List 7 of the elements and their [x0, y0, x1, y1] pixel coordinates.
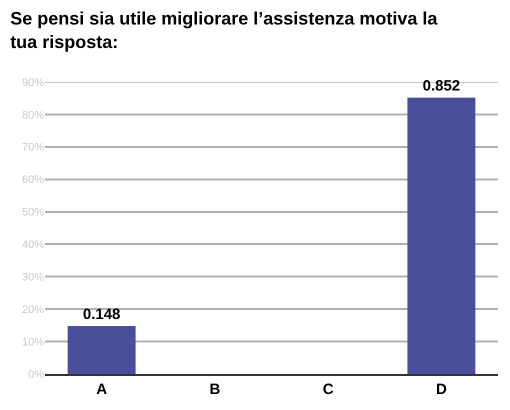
x-tick-label: A: [96, 381, 108, 398]
x-tick-label: C: [322, 381, 334, 398]
x-tick-label: D: [436, 381, 447, 398]
chart-title: Se pensi sia utile migliorare l’assistenza motiva la tua risposta:: [10, 8, 438, 52]
data-label: 0.852: [422, 78, 460, 95]
data-label: 0.148: [82, 306, 120, 323]
x-tick-label: B: [209, 381, 220, 398]
